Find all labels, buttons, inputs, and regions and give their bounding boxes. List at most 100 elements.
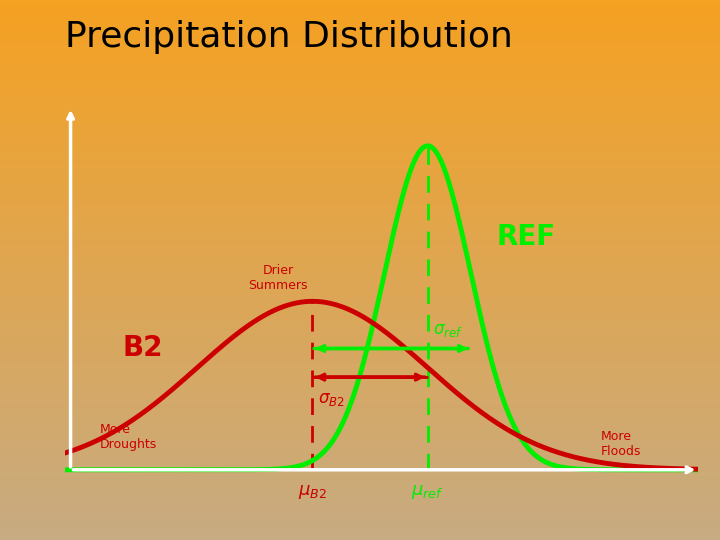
Bar	[0, 266, 720, 268]
Bar	[0, 468, 720, 470]
Bar	[0, 76, 720, 77]
Bar	[0, 85, 720, 86]
Bar	[0, 106, 720, 108]
Bar	[0, 529, 720, 531]
Bar	[0, 459, 720, 461]
Bar	[0, 223, 720, 225]
Bar	[0, 425, 720, 427]
Bar	[0, 124, 720, 126]
Text: $\sigma_{ref}$: $\sigma_{ref}$	[433, 321, 464, 339]
Bar	[0, 72, 720, 74]
Bar	[0, 448, 720, 450]
Bar	[0, 461, 720, 463]
Bar	[0, 416, 720, 417]
Bar	[0, 63, 720, 65]
Bar	[0, 326, 720, 328]
Text: $\mu_{ref}$: $\mu_{ref}$	[411, 483, 444, 501]
Bar	[0, 353, 720, 355]
Bar	[0, 166, 720, 167]
Bar	[0, 174, 720, 177]
Bar	[0, 108, 720, 110]
Bar	[0, 11, 720, 12]
Bar	[0, 119, 720, 120]
Bar	[0, 245, 720, 247]
Bar	[0, 390, 720, 393]
Bar	[0, 58, 720, 59]
Bar	[0, 349, 720, 351]
Bar	[0, 104, 720, 106]
Bar	[0, 308, 720, 309]
Bar	[0, 427, 720, 428]
Bar	[0, 34, 720, 36]
Text: REF: REF	[497, 222, 556, 251]
Bar	[0, 356, 720, 358]
Bar	[0, 146, 720, 147]
Bar	[0, 38, 720, 39]
Bar	[0, 27, 720, 29]
Bar	[0, 498, 720, 501]
Bar	[0, 447, 720, 448]
Bar	[0, 486, 720, 488]
Bar	[0, 173, 720, 174]
Bar	[0, 7, 720, 9]
Bar	[0, 204, 720, 205]
Bar	[0, 97, 720, 99]
Bar	[0, 177, 720, 178]
Bar	[0, 387, 720, 389]
Bar	[0, 312, 720, 313]
Bar	[0, 274, 720, 275]
Bar	[0, 374, 720, 376]
Bar	[0, 258, 720, 259]
Bar	[0, 304, 720, 306]
Bar	[0, 220, 720, 221]
Bar	[0, 428, 720, 430]
Bar	[0, 531, 720, 533]
Bar	[0, 306, 720, 308]
Bar	[0, 495, 720, 497]
Bar	[0, 481, 720, 482]
Bar	[0, 320, 720, 322]
Bar	[0, 501, 720, 502]
Bar	[0, 209, 720, 211]
Bar	[0, 133, 720, 135]
Bar	[0, 113, 720, 115]
Text: More
Droughts: More Droughts	[99, 423, 157, 451]
Bar	[0, 358, 720, 360]
Bar	[0, 194, 720, 196]
Bar	[0, 77, 720, 79]
Bar	[0, 259, 720, 261]
Bar	[0, 15, 720, 16]
Bar	[0, 83, 720, 85]
Bar	[0, 471, 720, 474]
Bar	[0, 441, 720, 443]
Bar	[0, 238, 720, 239]
Bar	[0, 88, 720, 90]
Bar	[0, 231, 720, 232]
Bar	[0, 20, 720, 22]
Bar	[0, 373, 720, 374]
Bar	[0, 268, 720, 270]
Bar	[0, 227, 720, 228]
Bar	[0, 331, 720, 333]
Bar	[0, 513, 720, 515]
Bar	[0, 236, 720, 238]
Bar	[0, 437, 720, 439]
Bar	[0, 65, 720, 66]
Bar	[0, 396, 720, 398]
Bar	[0, 378, 720, 380]
Bar	[0, 420, 720, 421]
Bar	[0, 139, 720, 140]
Bar	[0, 533, 720, 535]
Bar	[0, 282, 720, 285]
Bar	[0, 389, 720, 390]
Bar	[0, 115, 720, 117]
Bar	[0, 470, 720, 471]
Bar	[0, 74, 720, 76]
Bar	[0, 180, 720, 182]
Bar	[0, 189, 720, 191]
Bar	[0, 515, 720, 517]
Bar	[0, 2, 720, 4]
Bar	[0, 502, 720, 504]
Bar	[0, 265, 720, 266]
Text: Drier
Summers: Drier Summers	[248, 264, 307, 292]
